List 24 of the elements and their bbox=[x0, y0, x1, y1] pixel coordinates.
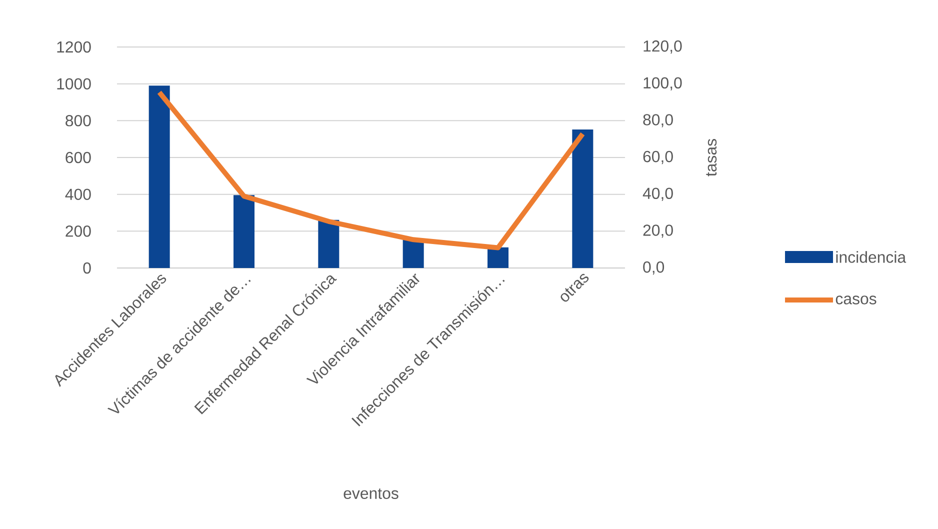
y2-tick-label: 80,0 bbox=[643, 114, 673, 128]
bar bbox=[488, 247, 509, 268]
y-tick-label: 200 bbox=[66, 226, 91, 237]
bar bbox=[234, 195, 255, 268]
y-tick-label: 600 bbox=[66, 152, 91, 164]
y-tick-label: 1200 bbox=[57, 41, 91, 53]
bar bbox=[572, 130, 594, 268]
y2-tick-label: 120,0 bbox=[644, 40, 682, 54]
y-tick-label: 400 bbox=[65, 188, 91, 200]
y2-tick-label: 40,0 bbox=[642, 188, 673, 201]
y-tick-label: 1000 bbox=[57, 78, 91, 90]
legend-label: incidencia bbox=[836, 251, 906, 263]
legend-label: casos bbox=[836, 296, 876, 304]
y2-tick-label: 100,0 bbox=[644, 77, 682, 90]
y-tick-label: 800 bbox=[66, 115, 91, 126]
y2-tick-label: 60,0 bbox=[643, 150, 673, 164]
y2-tick-label: 0,0 bbox=[643, 261, 664, 275]
y2-axis-title: tasas bbox=[706, 139, 717, 176]
x-axis-title: eventos bbox=[344, 488, 398, 499]
bar bbox=[402, 240, 424, 268]
bar bbox=[318, 220, 340, 268]
y2-tick-label: 20,0 bbox=[643, 224, 673, 238]
bar bbox=[148, 86, 170, 268]
y-tick-label: 0 bbox=[83, 262, 91, 274]
